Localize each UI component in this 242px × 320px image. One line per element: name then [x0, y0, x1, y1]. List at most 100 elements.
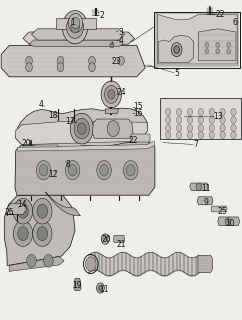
Circle shape [65, 161, 80, 180]
Circle shape [220, 132, 225, 139]
Text: 11: 11 [201, 184, 211, 193]
Circle shape [176, 116, 182, 124]
Text: 3: 3 [119, 28, 123, 37]
Circle shape [101, 81, 121, 108]
Circle shape [103, 236, 108, 242]
Circle shape [105, 85, 118, 103]
Circle shape [227, 49, 231, 54]
Circle shape [62, 11, 88, 44]
Circle shape [176, 124, 182, 132]
Circle shape [26, 63, 32, 72]
Circle shape [44, 254, 53, 267]
Circle shape [89, 63, 95, 72]
Text: 23: 23 [111, 57, 121, 66]
Polygon shape [9, 257, 64, 271]
Circle shape [107, 121, 119, 137]
Circle shape [97, 283, 104, 293]
Text: 15: 15 [133, 102, 143, 111]
Circle shape [77, 123, 86, 134]
Circle shape [187, 116, 193, 124]
Text: 5: 5 [174, 69, 179, 78]
Circle shape [26, 56, 32, 65]
Polygon shape [45, 192, 80, 216]
Polygon shape [159, 35, 194, 62]
Circle shape [166, 116, 171, 124]
Circle shape [227, 42, 231, 47]
Circle shape [198, 116, 204, 124]
Circle shape [97, 161, 111, 180]
Polygon shape [198, 29, 236, 61]
Circle shape [110, 43, 114, 48]
Circle shape [98, 285, 102, 291]
Circle shape [187, 132, 193, 139]
Text: 2: 2 [99, 11, 104, 20]
Polygon shape [15, 141, 155, 195]
Circle shape [166, 108, 171, 116]
Polygon shape [198, 255, 212, 273]
Circle shape [33, 221, 52, 246]
Circle shape [39, 164, 48, 176]
Text: 18: 18 [48, 111, 58, 120]
Text: 25: 25 [218, 207, 227, 216]
Circle shape [126, 164, 135, 176]
Circle shape [74, 118, 90, 139]
Circle shape [231, 132, 236, 139]
Circle shape [209, 108, 214, 116]
Polygon shape [4, 195, 75, 266]
Text: 11: 11 [99, 285, 109, 294]
Circle shape [33, 198, 52, 224]
Polygon shape [31, 29, 125, 40]
Text: 6: 6 [232, 18, 237, 27]
Polygon shape [156, 13, 238, 66]
Text: 24: 24 [116, 88, 126, 97]
Circle shape [57, 63, 64, 72]
Circle shape [70, 113, 93, 144]
Circle shape [171, 43, 182, 57]
Polygon shape [16, 122, 148, 145]
Text: 21: 21 [116, 240, 126, 249]
Circle shape [209, 116, 214, 124]
Text: 4: 4 [39, 100, 44, 109]
Circle shape [68, 13, 83, 33]
Circle shape [108, 90, 115, 99]
Polygon shape [23, 32, 134, 44]
Polygon shape [29, 40, 123, 46]
Circle shape [231, 108, 236, 116]
Circle shape [174, 46, 180, 53]
Circle shape [209, 132, 214, 139]
Circle shape [166, 132, 171, 139]
Circle shape [205, 42, 209, 47]
Circle shape [71, 21, 79, 33]
Text: 13: 13 [213, 112, 223, 121]
Polygon shape [56, 18, 96, 29]
Text: 22: 22 [128, 136, 138, 145]
Circle shape [198, 108, 204, 116]
Text: 16: 16 [133, 109, 143, 118]
Circle shape [67, 16, 83, 38]
Circle shape [57, 56, 64, 65]
Circle shape [198, 132, 204, 139]
Polygon shape [105, 109, 119, 114]
Circle shape [198, 124, 204, 132]
Polygon shape [16, 108, 148, 149]
Text: 22: 22 [215, 10, 225, 19]
Text: 14: 14 [17, 200, 27, 209]
Polygon shape [157, 14, 237, 64]
Circle shape [118, 56, 124, 65]
Circle shape [216, 49, 220, 54]
Circle shape [205, 49, 209, 54]
Polygon shape [1, 45, 145, 77]
Circle shape [89, 56, 95, 65]
Circle shape [85, 257, 96, 271]
Circle shape [27, 254, 36, 267]
Text: 20: 20 [22, 139, 31, 148]
Circle shape [176, 108, 182, 116]
Circle shape [37, 204, 48, 218]
Circle shape [18, 204, 28, 218]
Circle shape [68, 164, 77, 176]
Circle shape [176, 132, 182, 139]
Polygon shape [7, 203, 27, 214]
Polygon shape [160, 98, 241, 139]
Polygon shape [131, 134, 150, 142]
Bar [154, 12, 240, 68]
